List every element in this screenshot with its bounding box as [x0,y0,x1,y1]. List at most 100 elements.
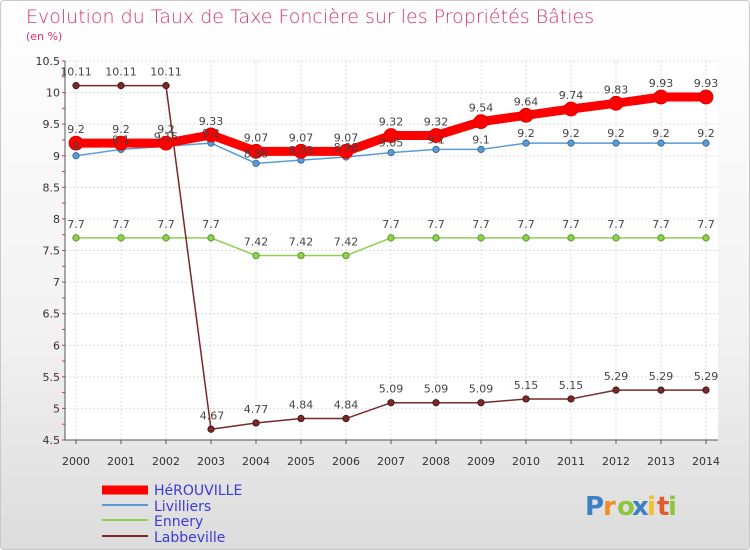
series [68,82,714,433]
data-label: 5.15 [514,379,539,392]
data-label: 5.29 [649,370,674,383]
data-point [203,127,219,143]
data-point [698,89,714,105]
data-label: 4.77 [244,403,269,416]
y-tick-label: 10 [46,87,60,100]
data-label: 4.67 [200,409,225,422]
data-point [297,251,305,260]
data-label: 9.2 [562,127,580,140]
logo-letter: r [603,492,616,522]
data-label: 9.1 [472,133,490,146]
data-point [432,145,440,154]
logo-letter: o [617,492,635,522]
data-point [522,139,530,147]
legend-label: HéROUVILLE [154,483,242,499]
x-tick-label: 2004 [242,455,270,468]
y-tick-label: 5 [53,402,60,415]
data-label: 7.7 [202,218,220,231]
y-tick-label: 9.5 [43,118,61,131]
data-point [387,148,395,157]
data-point [387,399,395,407]
data-label: 5.29 [694,370,719,383]
data-label: 9.2 [157,123,175,136]
y-tick-label: 7 [53,276,60,289]
data-point [68,135,84,151]
data-label: 4.84 [289,399,314,412]
data-label: 10.11 [150,66,182,79]
data-labels: 9.2 9.2 9.29.339.07 9.07 9.079.32 9.329.54 9.6… [60,66,718,423]
data-label: 7.7 [517,218,535,231]
data-label: 7.42 [289,236,314,249]
data-label: 9.07 [244,131,269,144]
data-point [117,82,125,90]
data-label: 9.05 [379,137,404,150]
data-point [207,425,215,433]
data-label: 7.7 [382,218,400,231]
data-point [567,139,575,147]
data-point [72,82,80,90]
data-label: 4.84 [334,399,359,412]
logo-letter: t [657,492,669,522]
data-label: 9.74 [559,89,584,102]
data-label: 9.15 [154,130,179,143]
data-label: 8.98 [334,141,359,154]
data-label: 5.09 [379,383,404,396]
chart-title: Evolution du Taux de Taxe Foncière sur l… [26,6,594,28]
x-tick-label: 2006 [332,455,360,468]
data-label: 9.2 [202,127,220,140]
y-tick-label: 4.5 [43,434,61,447]
x-tick-label: 2014 [692,455,720,468]
data-label: 7.42 [244,236,269,249]
x-tick-label: 2008 [422,455,450,468]
data-point [653,89,669,105]
data-label: 7.7 [472,218,490,231]
data-label: 7.7 [427,218,445,231]
data-label: 9.83 [604,83,629,96]
data-point [518,107,534,123]
data-point [248,143,264,159]
data-label: 9.2 [517,127,535,140]
data-label: 9.07 [334,131,359,144]
x-tick-label: 2011 [557,455,585,468]
data-point [567,395,575,403]
legend-label: Livilliers [154,499,211,515]
data-label: 9.93 [694,77,719,90]
data-label: 7.7 [67,218,85,231]
data-label: 10.11 [60,66,92,79]
axes: 4.5 5 5.5 6 6.5 7 7.5 8 8.5 9 9.5 10 10.5 2000 2001 200… [36,55,721,468]
data-label: 9.2 [652,127,670,140]
data-point [477,399,485,407]
y-tick-label: 7.5 [43,245,61,258]
data-point [567,234,575,242]
data-label: 7.7 [652,218,670,231]
data-point [432,234,440,242]
y-tick-label: 6.5 [43,308,61,321]
data-label: 5.29 [604,370,629,383]
data-label: 5.15 [559,379,584,392]
data-point [608,95,624,111]
data-label: 9.54 [469,102,494,115]
data-point [252,251,260,260]
x-tick-label: 2003 [197,455,225,468]
data-point [252,159,260,167]
data-point [387,234,395,242]
data-point [657,386,665,394]
data-label: 9.64 [514,95,539,108]
y-tick-label: 10.5 [36,55,61,68]
data-point [702,386,710,394]
data-label: 5.09 [424,383,449,396]
x-tick-label: 2013 [647,455,675,468]
y-tick-label: 5.5 [43,371,61,384]
data-point [342,414,350,423]
data-point [702,139,710,147]
data-label: 7.7 [607,218,625,231]
data-label: 9.1 [427,133,445,146]
data-point [342,251,350,260]
data-point [117,234,125,242]
logo-letter: i [668,492,677,522]
proxiti-logo: Pr oxi ti [585,492,677,522]
data-point [72,152,80,160]
data-point [338,143,354,159]
logo-letter: x [632,492,649,522]
